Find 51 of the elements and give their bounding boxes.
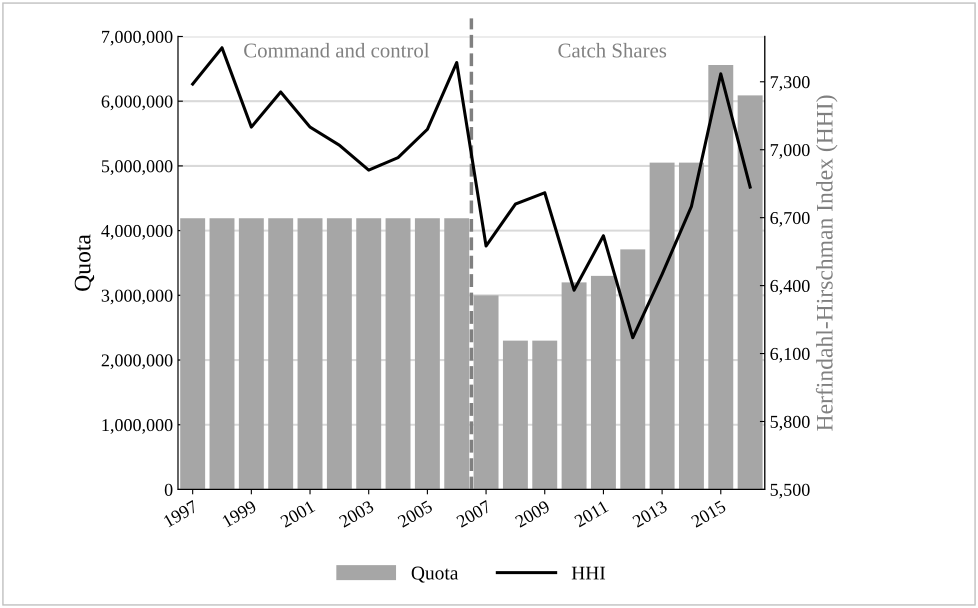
x-tick-label: 2015 bbox=[690, 500, 727, 528]
x-tick-label: 1997 bbox=[163, 500, 199, 528]
x-tick-label: 2013 bbox=[632, 500, 668, 528]
bar bbox=[414, 218, 440, 490]
y2-tick-label: 6,100 bbox=[770, 348, 810, 363]
bar bbox=[678, 162, 704, 490]
bar bbox=[238, 218, 264, 490]
y2-tick-label: 5,800 bbox=[770, 416, 810, 431]
bar bbox=[708, 64, 734, 490]
y2-axis-title: Herfindahl-Hirschman Index (HHI) bbox=[816, 96, 838, 431]
y-tick-label: 1,000,000 bbox=[102, 418, 172, 434]
y2-tick-label: 7,000 bbox=[770, 144, 810, 159]
bar bbox=[386, 218, 411, 490]
y2-tick-label: 5,500 bbox=[770, 484, 810, 498]
y-tick-label: 4,000,000 bbox=[101, 224, 172, 240]
y2-tick-label: 7,300 bbox=[770, 76, 810, 91]
x-tick-label: 1999 bbox=[222, 500, 258, 528]
bar bbox=[738, 95, 763, 490]
bar bbox=[562, 282, 587, 490]
y-tick-label: 3,000,000 bbox=[102, 290, 172, 304]
bar bbox=[298, 218, 322, 490]
x-tick-label: 2005 bbox=[397, 500, 434, 528]
annotation: Command and control bbox=[244, 42, 430, 58]
bar bbox=[210, 218, 234, 490]
y-tick-label: 5,000,000 bbox=[102, 160, 172, 175]
x-tick-label: 2001 bbox=[280, 500, 316, 528]
bar bbox=[356, 218, 382, 490]
bar bbox=[180, 218, 206, 490]
y-tick-label: 0 bbox=[164, 484, 172, 496]
bar bbox=[590, 276, 616, 490]
bar bbox=[444, 218, 470, 490]
x-tick-label: 2011 bbox=[574, 500, 609, 528]
bar bbox=[474, 295, 499, 490]
x-tick-label: 2003 bbox=[338, 500, 374, 528]
x-tick-label: 2007 bbox=[456, 500, 492, 528]
y-tick-label: 7,000,000 bbox=[102, 30, 172, 46]
legend-label: HHI bbox=[572, 566, 606, 580]
bar bbox=[650, 162, 675, 490]
x-tick-label: 2009 bbox=[514, 500, 550, 528]
legend-label: Quota bbox=[412, 566, 458, 583]
y-tick-label: 6,000,000 bbox=[102, 95, 172, 110]
y-axis-title: Quota bbox=[74, 234, 94, 291]
bar bbox=[620, 249, 646, 490]
bar bbox=[326, 218, 352, 490]
y2-tick-label: 6,400 bbox=[770, 280, 810, 295]
y2-tick-label: 6,700 bbox=[770, 212, 810, 227]
bar bbox=[532, 340, 558, 490]
annotation: Catch Shares bbox=[558, 42, 666, 58]
y-tick-label: 2,000,000 bbox=[102, 354, 172, 370]
bar bbox=[268, 218, 294, 490]
bar bbox=[502, 340, 528, 490]
